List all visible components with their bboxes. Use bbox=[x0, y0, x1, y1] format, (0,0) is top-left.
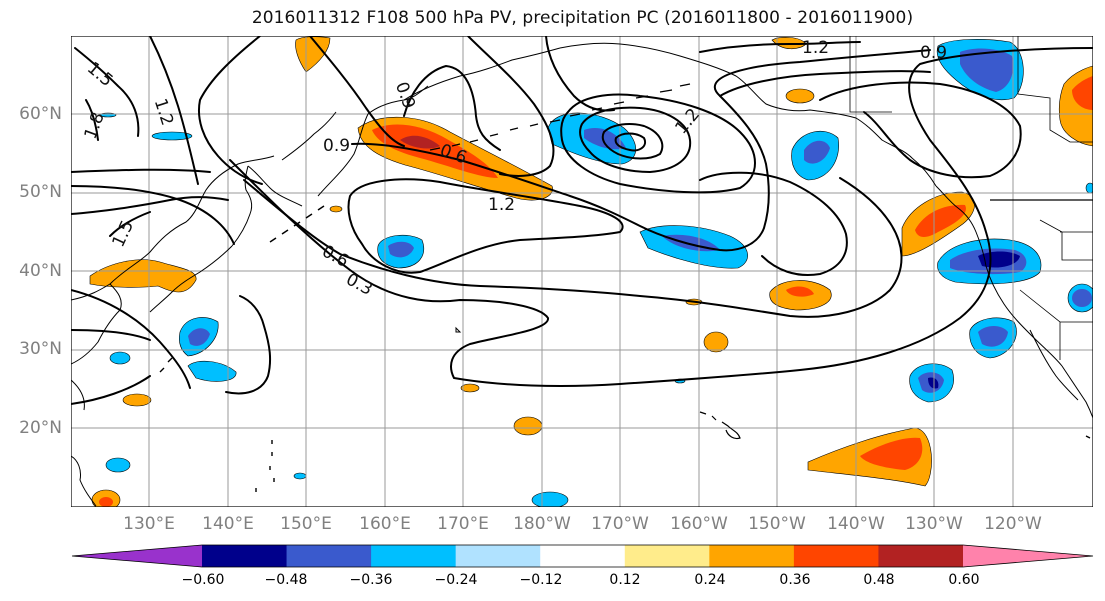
lon-label-170w: 170°W bbox=[591, 514, 649, 534]
colorbar-segment bbox=[371, 545, 457, 567]
colorbar-label: 0.48 bbox=[863, 572, 895, 588]
lon-label-140e: 140°E bbox=[202, 514, 254, 534]
colorbar-outline bbox=[71, 544, 1094, 568]
positive-anomaly-tropical bbox=[807, 427, 932, 487]
pv-contour-1.2 bbox=[347, 178, 624, 274]
contour-label: 1.2 bbox=[488, 195, 515, 215]
colorbar-segment bbox=[455, 545, 541, 567]
colorbar-label: −0.60 bbox=[181, 572, 225, 588]
lon-label-150e: 150°E bbox=[280, 514, 332, 534]
colorbar-label: 0.12 bbox=[609, 572, 641, 588]
map-panel: 1.5 1.2 1.8 0.9 0.6 1.2 1.5 0.6 0.3 1.2 … bbox=[71, 36, 1093, 507]
lat-label-30n: 30°N bbox=[19, 339, 62, 359]
coastlines bbox=[71, 36, 1093, 507]
positive-anomaly-japan bbox=[89, 259, 197, 293]
pv-contour-0.6 bbox=[243, 177, 903, 318]
colorbar-label: −0.36 bbox=[349, 572, 393, 588]
contour-label: 0.9 bbox=[323, 136, 350, 156]
pv-contours bbox=[71, 36, 1093, 405]
colorbar-segment bbox=[878, 545, 964, 567]
lon-label-140w: 140°W bbox=[827, 514, 885, 534]
colorbar-label: 0.60 bbox=[948, 572, 980, 588]
contour-label: 1.2 bbox=[802, 38, 829, 58]
positive-anomaly-gulf-alaska bbox=[901, 191, 975, 257]
lat-label-20n: 20°N bbox=[19, 418, 62, 438]
lon-label-150w: 150°W bbox=[748, 514, 806, 534]
colorbar-label: −0.12 bbox=[519, 572, 563, 588]
negative-anomaly-california bbox=[937, 238, 1042, 285]
pv-contour-0.3 bbox=[229, 47, 1093, 387]
contour-label: 0.9 bbox=[920, 43, 947, 63]
colorbar-upper-extension bbox=[963, 545, 1093, 567]
colorbar-segment bbox=[202, 545, 288, 567]
map-gridlines bbox=[71, 36, 1093, 507]
colorbar-segment bbox=[540, 545, 626, 567]
colorbar-lower-extension bbox=[72, 545, 202, 567]
colorbar-segment bbox=[624, 545, 710, 567]
lon-label-130w: 130°W bbox=[905, 514, 963, 534]
colorbar-label: 0.24 bbox=[694, 572, 726, 588]
lat-label-60n: 60°N bbox=[19, 104, 62, 124]
colorbar-segment bbox=[709, 545, 795, 567]
colorbar-label: −0.48 bbox=[264, 572, 308, 588]
lon-label-180w: 180°W bbox=[513, 514, 571, 534]
colorbar bbox=[71, 544, 1094, 568]
lon-label-130e: 130°E bbox=[123, 514, 175, 534]
lon-label-160e: 160°E bbox=[359, 514, 411, 534]
chart-title: 2016011312 F108 500 hPa PV, precipitatio… bbox=[251, 8, 914, 28]
lon-label-160w: 160°W bbox=[670, 514, 728, 534]
colorbar-label: 0.36 bbox=[779, 572, 811, 588]
lat-label-40n: 40°N bbox=[19, 261, 62, 281]
colorbar-segment bbox=[286, 545, 372, 567]
negative-anomaly-gulf-alaska bbox=[791, 131, 839, 181]
colorbar-segment bbox=[793, 545, 879, 567]
colorbar-label: −0.24 bbox=[434, 572, 478, 588]
lon-label-170e: 170°E bbox=[437, 514, 489, 534]
lon-label-120w: 120°W bbox=[984, 514, 1042, 534]
lat-label-50n: 50°N bbox=[19, 182, 62, 202]
